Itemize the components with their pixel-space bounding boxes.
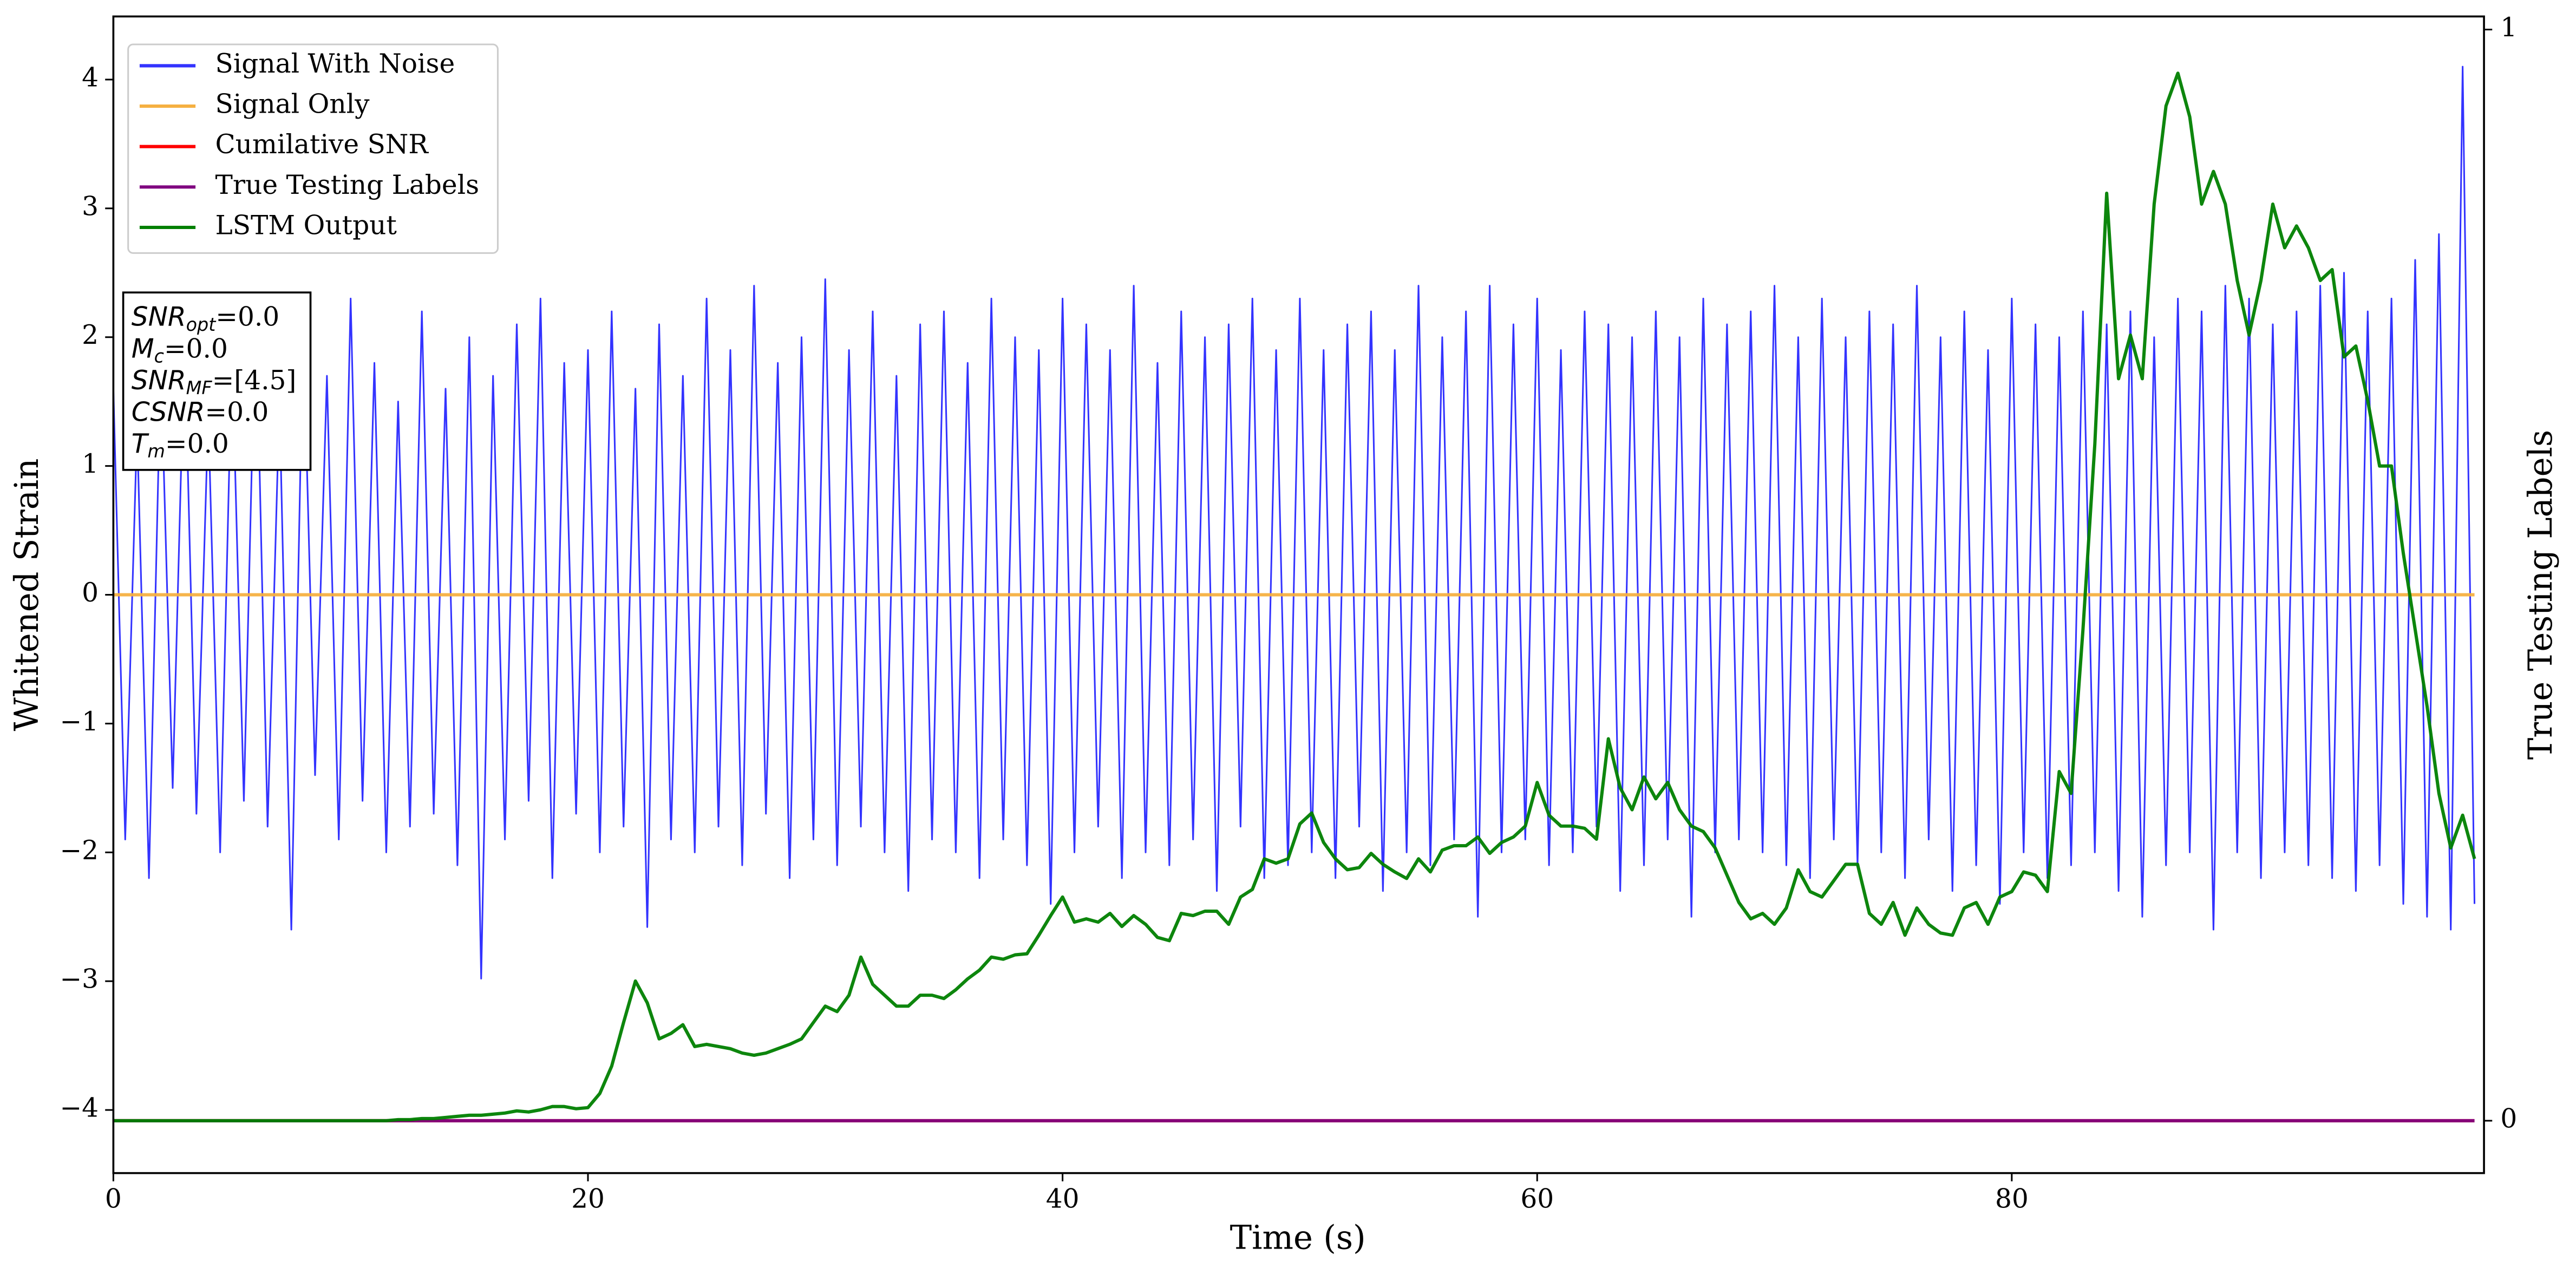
y-tick-label: 1	[82, 449, 99, 479]
annotation-symbol: CSNR	[132, 397, 205, 427]
y-tick-label: −3	[60, 964, 99, 995]
legend-label: LSTM Output	[215, 211, 397, 241]
annotation-symbol: SNR	[132, 302, 186, 332]
series-line	[113, 66, 2476, 979]
annotation-symbol: T	[132, 429, 149, 459]
annotation-value: =0.0	[215, 302, 279, 332]
annotation: Mc=0.0	[132, 334, 228, 367]
annotation-subscript: c	[154, 345, 164, 367]
annotation-subscript: MF	[186, 377, 213, 398]
annotation-box	[122, 291, 312, 471]
x-tick-label: 60	[1520, 1184, 1554, 1214]
annotation: SNRMF=[4.5]	[132, 365, 297, 398]
y2-axis-label: True Testing Labels	[2522, 430, 2560, 760]
legend-label: Signal Only	[215, 89, 370, 120]
y2-tick-label: 1	[2500, 12, 2517, 43]
x-tick-label: 40	[1046, 1184, 1080, 1214]
annotation-value: =0.0	[164, 334, 228, 364]
plot-area	[113, 66, 2476, 1122]
y-tick-label: −1	[60, 707, 99, 737]
annotation-value: =0.0	[205, 397, 269, 427]
y-tick-label: −4	[60, 1093, 99, 1123]
y-tick-label: 2	[82, 320, 99, 350]
x-tick-label: 0	[105, 1184, 122, 1214]
legend-label: Cumilative SNR	[215, 129, 429, 160]
x-axis-label: Time (s)	[1230, 1219, 1366, 1257]
legend-label: Signal With Noise	[215, 49, 455, 79]
x-tick-label: 20	[571, 1184, 605, 1214]
y-axis-label: Whitened Strain	[8, 459, 46, 731]
y-tick-label: 3	[82, 191, 99, 221]
y-tick-label: 4	[82, 62, 99, 93]
annotation-symbol: SNR	[132, 365, 186, 396]
annotation: CSNR=0.0	[132, 397, 269, 428]
x-tick-label: 80	[1995, 1184, 2029, 1214]
annotation-value: =[4.5]	[212, 365, 297, 395]
annotation: Tm=0.0	[132, 428, 229, 461]
annotation-subscript: opt	[186, 313, 217, 335]
y-tick-label: −2	[60, 835, 99, 866]
annotation: SNRopt=0.0	[132, 302, 279, 335]
legend-box	[127, 43, 499, 254]
annotation-symbol: M	[132, 334, 154, 364]
y-tick-label: 0	[82, 578, 99, 608]
annotation-value: =0.0	[165, 428, 229, 459]
annotation-subscript: m	[147, 441, 165, 462]
y2-tick-label: 0	[2500, 1103, 2517, 1134]
legend-label: True Testing Labels	[215, 170, 480, 200]
series-line	[113, 71, 2476, 1122]
